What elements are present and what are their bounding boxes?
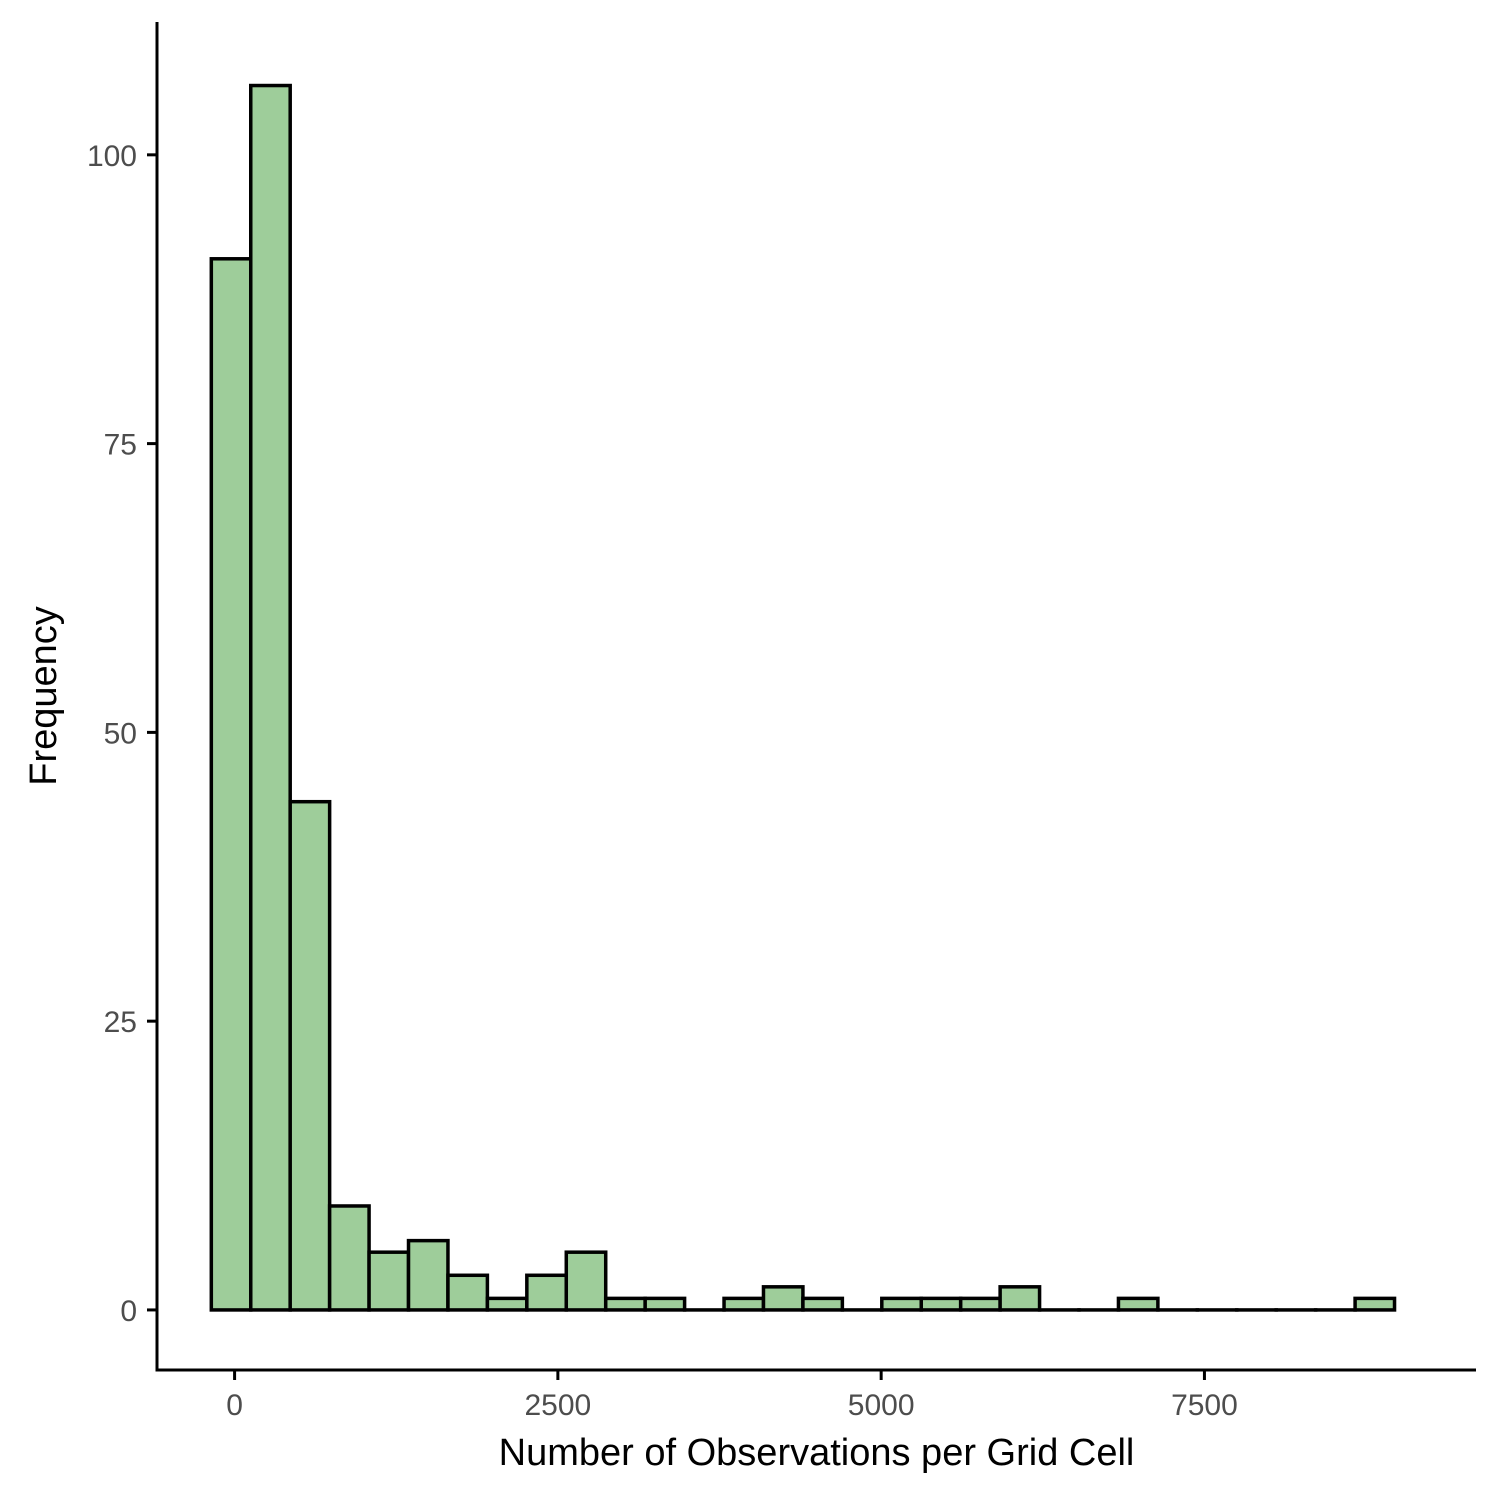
- histogram-bar: [446, 1273, 490, 1312]
- histogram-bar: [998, 1285, 1042, 1312]
- histogram-bar: [761, 1285, 805, 1312]
- histogram-bar: [722, 1296, 766, 1312]
- histogram-bar: [288, 799, 332, 1312]
- histogram-bar: [603, 1296, 647, 1312]
- x-tick-label: 5000: [848, 1389, 915, 1422]
- histogram-bar: [327, 1204, 371, 1312]
- y-tick-label: 50: [104, 717, 137, 750]
- histogram-bar: [1353, 1296, 1397, 1312]
- x-axis-title: Number of Observations per Grid Cell: [499, 1432, 1135, 1474]
- histogram-bar: [958, 1296, 1002, 1312]
- histogram-bar: [367, 1250, 411, 1312]
- histogram-bar: [525, 1273, 569, 1312]
- y-tick-label: 100: [87, 140, 137, 173]
- x-tick-label: 0: [226, 1389, 243, 1422]
- histogram-bar: [1116, 1296, 1160, 1312]
- histogram-bar: [485, 1296, 529, 1312]
- x-tick-label: 7500: [1171, 1389, 1238, 1422]
- histogram-bar: [249, 83, 292, 1312]
- histogram-bar: [880, 1296, 923, 1312]
- y-tick-label: 25: [104, 1006, 137, 1039]
- y-tick-label: 0: [120, 1295, 137, 1328]
- y-axis-title: Frequency: [23, 606, 65, 786]
- histogram-bar: [406, 1238, 450, 1312]
- histogram-bar: [801, 1296, 845, 1312]
- histogram-bar: [919, 1296, 963, 1312]
- histogram-bar: [209, 257, 253, 1312]
- histogram-bar: [564, 1250, 608, 1312]
- histogram-bars: [209, 83, 1397, 1312]
- y-tick-label: 75: [104, 429, 137, 462]
- histogram-bar: [643, 1296, 687, 1312]
- y-axis-ticks: 0 25 50 75 100: [87, 140, 157, 1328]
- x-tick-label: 2500: [524, 1389, 591, 1422]
- x-axis-ticks: 0 2500 5000 7500: [226, 1370, 1238, 1422]
